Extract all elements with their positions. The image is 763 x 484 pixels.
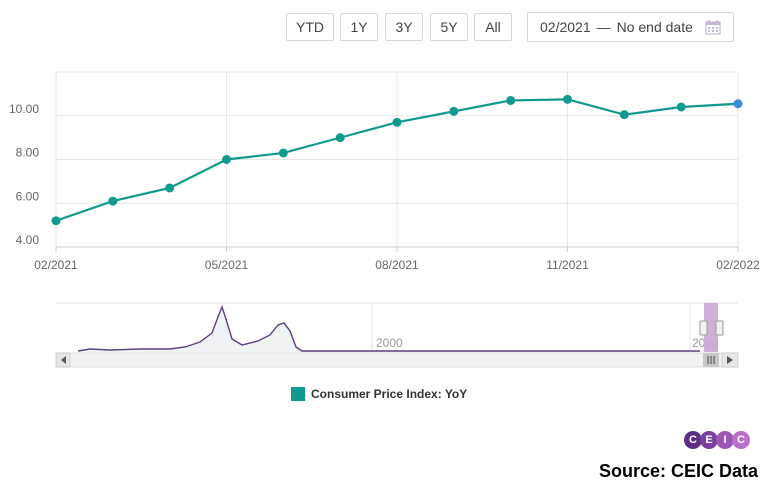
scroll-right-arrow-icon xyxy=(727,356,733,364)
navigator-selected-range[interactable] xyxy=(704,303,718,352)
data-point[interactable] xyxy=(392,117,402,127)
logo-letter: C xyxy=(684,431,702,449)
data-point[interactable] xyxy=(506,95,516,105)
navigator-frame xyxy=(56,303,738,352)
date-from: 02/2021 xyxy=(540,19,591,35)
y-tick-label: 10.00 xyxy=(9,102,39,116)
data-point[interactable] xyxy=(222,155,231,164)
x-tick-label: 02/2022 xyxy=(716,258,760,272)
navigator-scrollbar-track[interactable] xyxy=(55,352,739,368)
y-axis-ticks: 4.00 6.00 8.00 10.00 xyxy=(9,102,39,247)
logo-letter: I xyxy=(716,431,734,449)
data-point[interactable] xyxy=(449,106,459,116)
date-to: No end date xyxy=(616,19,693,35)
data-point[interactable] xyxy=(563,94,572,104)
navigator-right-handle[interactable] xyxy=(715,320,724,336)
data-point[interactable] xyxy=(278,148,288,158)
data-point[interactable] xyxy=(676,102,686,112)
line-chart: 4.00 6.00 8.00 10.00 02/2021 05/2021 08/2021 1… xyxy=(9,71,760,272)
series-points xyxy=(51,94,743,226)
data-point[interactable] xyxy=(733,99,743,109)
navigator-label-2000: 2000 xyxy=(376,336,403,350)
y-tick-label: 8.00 xyxy=(16,146,40,160)
range-1y-button[interactable]: 1Y xyxy=(340,13,378,41)
range-5y-button[interactable]: 5Y xyxy=(430,13,468,41)
navigator-series-area xyxy=(78,307,700,352)
data-point[interactable] xyxy=(165,183,175,193)
grid-lines xyxy=(55,71,739,248)
logo-letter: C xyxy=(732,431,750,449)
legend-swatch xyxy=(291,387,305,401)
range-3y-button[interactable]: 3Y xyxy=(385,13,423,41)
y-tick-label: 6.00 xyxy=(16,189,40,203)
x-tick-label: 05/2021 xyxy=(205,258,249,272)
data-point[interactable] xyxy=(108,196,118,206)
x-tick-label: 11/2021 xyxy=(546,258,589,272)
date-range-picker[interactable]: 02/2021 — No end date xyxy=(527,12,734,42)
calendar-icon[interactable] xyxy=(705,19,721,35)
legend-label: Consumer Price Index: YoY xyxy=(311,387,468,401)
navigator-left-handle[interactable] xyxy=(699,320,708,336)
logo-letter: E xyxy=(700,431,718,449)
source-caption: Source: CEIC Data xyxy=(598,461,758,481)
chart-navigator[interactable]: 2000 2020 xyxy=(0,295,763,375)
range-all-button[interactable]: All xyxy=(474,13,512,41)
data-point[interactable] xyxy=(335,133,345,143)
navigator-series-line xyxy=(77,304,700,352)
date-separator: — xyxy=(596,19,611,35)
chart-legend[interactable]: Consumer Price Index: YoY xyxy=(291,387,467,401)
scroll-left-arrow-icon xyxy=(61,356,66,364)
ceic-logo: C E I C xyxy=(684,431,750,449)
range-ytd-button[interactable]: YTD xyxy=(286,13,334,41)
x-axis-ticks: 02/2021 05/2021 08/2021 11/2021 02/2022 xyxy=(34,247,760,272)
x-tick-label: 02/2021 xyxy=(34,258,78,272)
y-tick-label: 4.00 xyxy=(16,233,40,247)
x-tick-label: 08/2021 xyxy=(375,258,419,272)
data-point[interactable] xyxy=(619,110,629,120)
grip-icon xyxy=(707,356,715,364)
data-point[interactable] xyxy=(51,216,61,226)
